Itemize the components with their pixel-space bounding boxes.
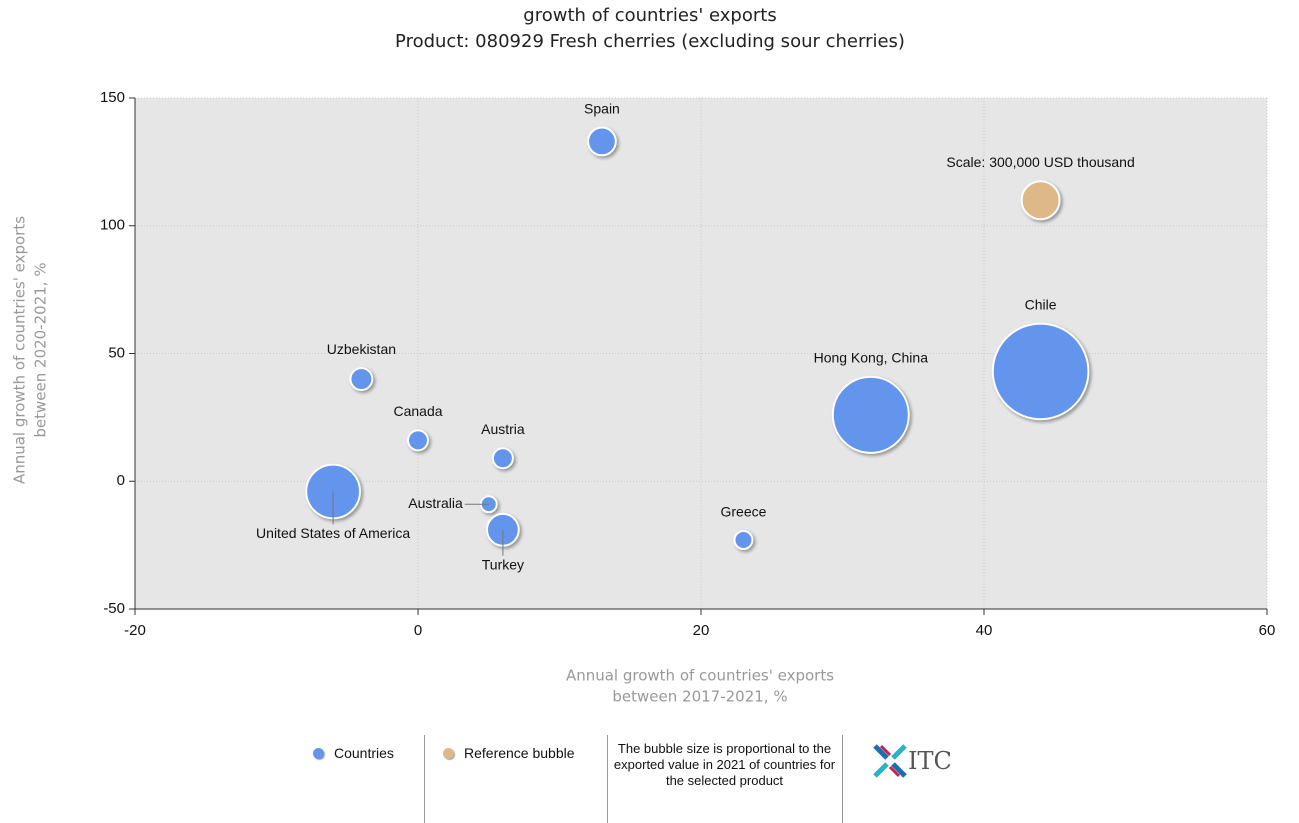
x-tick-label: -20	[124, 622, 146, 639]
legend-label: Reference bubble	[464, 745, 575, 761]
bubble-label: Chile	[1025, 296, 1057, 312]
x-tick-label: 40	[976, 622, 993, 639]
bubble	[587, 126, 617, 157]
legend-item: Countries	[313, 745, 394, 761]
legend-swatch	[313, 747, 324, 759]
y-tick-label: -50	[103, 600, 125, 617]
bubble-label: Scale: 300,000 USD thousand	[946, 154, 1134, 170]
bubble	[831, 375, 910, 454]
chart-title: growth of countries' exports	[523, 5, 776, 26]
bubble-label: Australia	[408, 495, 463, 511]
bubble	[1020, 180, 1061, 221]
logo-text: ITC	[908, 747, 952, 775]
y-tick-label: 50	[108, 344, 125, 361]
legend-label: Countries	[334, 745, 394, 761]
bubble-label: Spain	[584, 100, 620, 116]
y-axis-label: Annual growth of countries' exports	[11, 216, 29, 484]
y-tick-label: 150	[100, 89, 125, 106]
bubble	[491, 447, 514, 470]
x-tick-label: 60	[1259, 622, 1276, 639]
bubble-label: Hong Kong, China	[814, 350, 929, 366]
x-axis-label: between 2017-2021, %	[612, 688, 787, 706]
y-axis-label: between 2020-2021, %	[32, 262, 50, 437]
x-tick-label: 0	[414, 622, 422, 639]
y-tick-label: 0	[117, 472, 125, 489]
bubble-label: Canada	[393, 403, 442, 419]
bubble	[733, 530, 754, 550]
bubble-label: Turkey	[482, 556, 524, 572]
y-axis-label-group: Annual growth of countries' exports betw…	[11, 216, 50, 484]
chart: growth of countries' exports Product: 08…	[11, 5, 1276, 706]
logo: ITC	[872, 743, 952, 779]
bubble	[407, 429, 429, 452]
bubble	[349, 367, 374, 392]
bubble	[991, 322, 1090, 421]
x-axis-label: Annual growth of countries' exports	[566, 667, 834, 685]
separator	[607, 735, 608, 823]
y-tick-label: 100	[100, 217, 125, 234]
bubble-label: United States of America	[256, 525, 410, 541]
bubble-label: Greece	[720, 504, 766, 520]
bubble-label: Austria	[481, 421, 525, 437]
logo-icon	[873, 744, 907, 778]
legend-note: The bubble size is proportional to the e…	[613, 741, 836, 788]
separator	[424, 735, 425, 823]
legend-swatch	[443, 747, 454, 759]
chart-subtitle: Product: 080929 Fresh cherries (excludin…	[395, 31, 905, 52]
bubble-label: Uzbekistan	[327, 341, 396, 357]
legend-item: Reference bubble	[443, 745, 575, 761]
separator	[842, 735, 843, 823]
x-tick-label: 20	[693, 622, 710, 639]
